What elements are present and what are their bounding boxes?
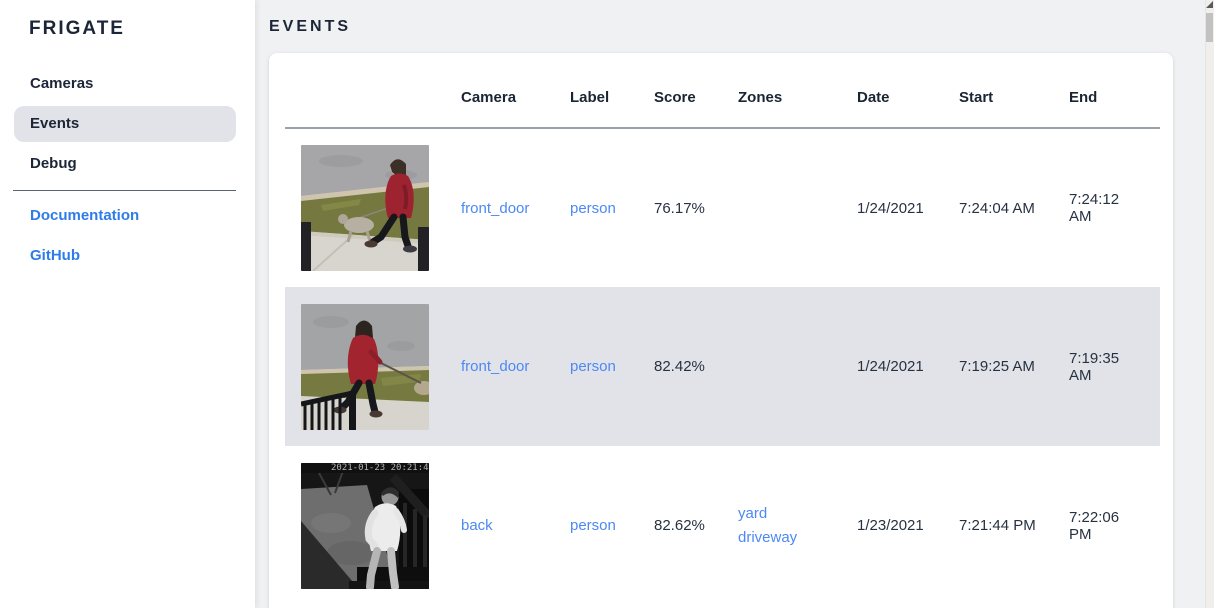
- start-cell: 7:19:25 AM: [959, 358, 1035, 375]
- start-cell: 7:21:44 PM: [959, 517, 1036, 534]
- event-thumbnail[interactable]: [301, 145, 429, 271]
- column-header-end: End: [1069, 88, 1098, 106]
- column-header-zones: Zones: [738, 88, 783, 106]
- page-title: EVENTS: [269, 18, 352, 35]
- event-row[interactable]: front_door person 82.42% 1/24/2021 7:19:…: [285, 287, 1160, 446]
- score-cell: 82.62%: [654, 517, 705, 534]
- column-header-start: Start: [959, 88, 994, 106]
- sidebar-item-cameras[interactable]: Cameras: [30, 75, 94, 92]
- event-thumbnail[interactable]: 2021-01-23 20:21:44: [301, 462, 429, 589]
- start-cell: 7:24:04 AM: [959, 199, 1035, 217]
- date-cell: 1/23/2021: [857, 517, 924, 534]
- scroll-up-arrow-icon[interactable]: [1206, 1, 1213, 8]
- end-cell: 7:19:35 AM: [1069, 349, 1120, 384]
- sidebar-link-github[interactable]: GitHub: [30, 247, 80, 264]
- column-header-thumbnail: [285, 53, 445, 128]
- app-logo: FRIGATE: [29, 18, 125, 39]
- event-row[interactable]: front_door person 76.17% 1/24/2021 7:24:…: [285, 128, 1160, 287]
- camera-link[interactable]: back: [461, 517, 493, 534]
- events-card: Camera Label Score Zones Date Start End: [269, 53, 1173, 608]
- thumbnail-timestamp-overlay: 2021-01-23 20:21:44: [331, 463, 429, 473]
- score-cell: 82.42%: [654, 358, 705, 375]
- end-cell: 7:24:12 AM: [1069, 191, 1120, 225]
- main-content: EVENTS Camera Label Score Zones Date Sta…: [255, 0, 1214, 608]
- zones-cell: [722, 128, 841, 287]
- column-header-camera: Camera: [461, 88, 517, 106]
- sidebar-nav: Cameras Events Debug: [0, 66, 255, 182]
- sidebar-divider: [13, 190, 236, 191]
- date-cell: 1/24/2021: [857, 358, 924, 375]
- zone-link[interactable]: driveway: [738, 528, 798, 546]
- scrollbar-thumb[interactable]: [1206, 13, 1213, 42]
- event-row[interactable]: 2021-01-23 20:21:44: [285, 446, 1160, 605]
- table-header-row: Camera Label Score Zones Date Start End: [285, 53, 1160, 128]
- sidebar-item-debug[interactable]: Debug: [30, 155, 77, 172]
- score-cell: 76.17%: [654, 199, 705, 217]
- zones-cell: [722, 287, 841, 446]
- camera-link[interactable]: front_door: [461, 199, 530, 217]
- label-link[interactable]: person: [570, 517, 616, 534]
- end-cell: 7:22:06 PM: [1069, 508, 1120, 543]
- sidebar: FRIGATE Cameras Events Debug Documentati…: [0, 0, 255, 608]
- scrollbar[interactable]: [1205, 0, 1214, 608]
- zones-cell: yard driveway: [722, 446, 841, 605]
- column-header-date: Date: [857, 88, 890, 106]
- column-header-score: Score: [654, 88, 696, 106]
- date-cell: 1/24/2021: [857, 199, 924, 217]
- events-table: Camera Label Score Zones Date Start End: [285, 53, 1160, 605]
- label-link[interactable]: person: [570, 199, 616, 217]
- label-link[interactable]: person: [570, 358, 616, 375]
- zone-link[interactable]: yard: [738, 504, 768, 522]
- camera-link[interactable]: front_door: [461, 358, 530, 375]
- sidebar-item-events[interactable]: Events: [14, 106, 236, 142]
- column-header-label: Label: [570, 88, 610, 106]
- event-thumbnail[interactable]: [301, 303, 429, 430]
- sidebar-link-documentation[interactable]: Documentation: [30, 207, 140, 224]
